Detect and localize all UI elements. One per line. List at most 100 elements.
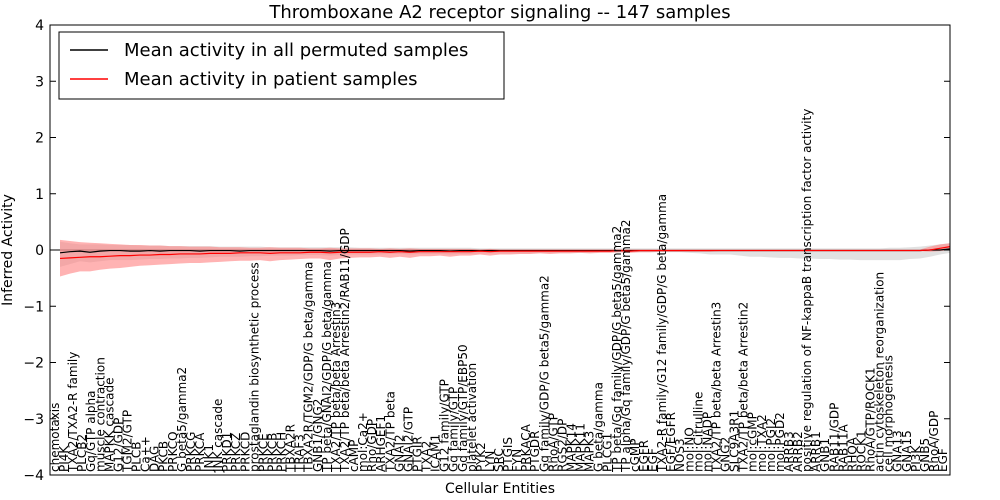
x-tick-label: mol:Ca2+ — [356, 412, 370, 472]
x-tick-label: PI3K — [909, 445, 923, 472]
x-tick-label: MAPK11 — [574, 423, 588, 472]
x-tick-label: mol:PGI2 — [764, 418, 778, 472]
x-tick-label: GNB1/GNG2 — [311, 399, 325, 472]
x-tick-label: PRKCH — [275, 432, 289, 472]
x-tick-label: GNA13 — [891, 430, 905, 472]
x-tick-label: GNG2 — [719, 437, 733, 472]
x-tick-label: RhoA/GTP/ROCK1 — [864, 367, 878, 472]
x-tick-label: TP beta/Gq family/GDP/G beta5/gamma2 — [610, 226, 624, 473]
x-tick-label: PKCB — [157, 441, 171, 472]
x-tick-label: TXA2/TP beta/beta Arrestin2 — [737, 302, 751, 473]
x-tick-label: ROCK1 — [854, 430, 868, 472]
x-tick-label: PRKCG — [184, 432, 198, 472]
x-tick-label: PTGDR — [528, 431, 542, 472]
x-tick-label: EGF — [646, 448, 660, 472]
x-tick-label: SRC — [492, 448, 506, 472]
x-tick-label: TBXA2R/TGM2/GDP/G beta/gamma — [302, 262, 316, 473]
x-tick-label: Ca++ — [139, 436, 153, 472]
x-tick-label: cAMP — [347, 440, 361, 472]
x-tick-label: TXA2/TP beta/beta Arrestin2/RAB11/GDP — [338, 228, 352, 473]
x-tick-label: mol:NADP — [700, 412, 714, 472]
x-tick-label: TXA2-R family/G12 family/GDP/G beta/gamm… — [655, 194, 669, 473]
x-tick-label: TRAF3 — [293, 434, 307, 473]
x-tick-label: muscle contraction — [93, 357, 107, 472]
x-tick-label: GNB5 — [918, 438, 932, 472]
x-tick-label: TP beta/GNAI2/GDP/G beta/gamma — [320, 261, 334, 473]
x-tick-label: EGFR — [637, 440, 651, 472]
x-tick-label: JNK cascade — [211, 399, 225, 473]
x-tick-label: DAG — [148, 446, 162, 472]
x-tick-label: SLC9A3R1 — [728, 410, 742, 472]
legend: Mean activity in all permuted samples Me… — [58, 31, 505, 100]
x-tick-label: JNK1 — [202, 444, 216, 473]
x-tick-label: EGF/EGFR — [664, 412, 678, 472]
x-tick-label: MAPK3 — [583, 431, 597, 472]
x-tick-label: RAB11A — [836, 423, 850, 472]
x-tick-label: RhoA/GDP — [927, 411, 941, 472]
x-tick-label: Gq family/GDP/G beta5/gamma2 — [537, 275, 551, 472]
x-tick-label: actin cytoskeleton reorganization — [873, 272, 887, 472]
x-tick-label: PRKCD — [238, 432, 252, 472]
x-tick-label: TBXA2R — [284, 424, 298, 473]
x-tick-label: PLCB — [130, 441, 144, 472]
x-tick-label: LYN — [483, 451, 497, 472]
x-tick-label: mol:NO — [682, 427, 696, 472]
x-tick-label: FYN — [510, 449, 524, 472]
x-tick-label: cell morphogenesis — [882, 355, 896, 472]
y-axis: −4 −3 −2 −1 0 1 2 3 4 — [23, 18, 950, 484]
x-tick-label: ARRB1 — [809, 431, 823, 472]
x-tick-label: ARHGEF1 — [374, 415, 388, 472]
x-tick-label: TP alpha/Gq family/GDP/G beta5/gamma2 — [619, 219, 633, 473]
y-tick-label: 1 — [35, 187, 44, 203]
x-tick-label: PRKD1 — [220, 432, 234, 472]
x-tick-label: TGM2/GTP — [121, 410, 135, 473]
x-tick-label: G beta5/gamma2 — [175, 367, 189, 472]
x-tick-label: TXA2/TP beta/beta Arrestin3 — [329, 302, 343, 473]
x-tick-label: chemotaxis — [48, 403, 62, 472]
x-tick-label: TXA2/TXA2-R family — [66, 352, 80, 473]
chart-title: Thromboxane A2 receptor signaling -- 147… — [268, 2, 730, 23]
x-tick-label: PRKCQ — [166, 431, 180, 472]
plot-area — [50, 239, 951, 277]
y-tick-label: 2 — [35, 131, 44, 147]
x-tick-label: mol:cGMP — [746, 412, 760, 472]
x-tick-label: ICAM1 — [429, 434, 443, 472]
legend-label-permuted: Mean activity in all permuted samples — [124, 40, 468, 61]
x-tick-label: positive regulation of NF-kappaB transcr… — [800, 109, 814, 472]
x-tick-label: PI4K — [57, 445, 71, 472]
x-tick-label: G beta/gamma — [592, 382, 606, 472]
x-tick-label: PLCB2 — [75, 434, 89, 472]
x-tick-label: RhoA/GTP — [546, 413, 560, 472]
x-tick-label: Rho/GDP — [365, 419, 379, 472]
x-tick-label: G12/GDP — [111, 418, 125, 472]
x-tick-label: PRKCZ — [229, 433, 243, 472]
x-tick-label: RAB11/GDP — [827, 403, 841, 472]
x-tick-label: PTGIS — [501, 437, 515, 472]
x-axis-label: Cellular Entities — [445, 481, 555, 497]
x-tick-label: MAPK14 — [565, 423, 579, 472]
y-tick-label: −3 — [23, 412, 44, 428]
legend-box — [58, 31, 505, 100]
y-tick-label: −4 — [23, 468, 44, 484]
x-tick-label: RHOA — [845, 436, 859, 472]
x-tick-label: Gq family/GTP/EBP50 — [456, 344, 470, 472]
x-tick-label: Gq family/GTP — [447, 387, 461, 472]
x-tick-label: GNA15 — [900, 430, 914, 472]
x-tick-label: PRKCB — [266, 433, 280, 472]
series-band-1 — [60, 239, 950, 277]
x-tick-label: TXA2/TP beta/beta Arrestin3 — [710, 302, 724, 473]
x-tick-label: GNAI2 — [392, 434, 406, 472]
x-tick-label: RGS2/DP — [555, 419, 569, 472]
x-tick-label: mol:PGD2 — [773, 412, 787, 472]
y-axis-label: Inferred Activity — [0, 194, 16, 306]
series-line-1 — [59, 246, 951, 260]
y-tick-label: −2 — [23, 356, 44, 372]
x-tick-label: PYK2 — [474, 442, 488, 472]
x-tick-label: EGF — [936, 448, 950, 472]
x-tick-label: prostaglandin biosynthetic process — [247, 262, 261, 472]
x-tick-label: GNAI2/GTP — [401, 407, 415, 472]
x-tick-label: NOS3 — [673, 438, 687, 472]
x-tick-label: platelet activation — [465, 363, 479, 472]
x-tick-label: PLCG1 — [601, 433, 615, 472]
